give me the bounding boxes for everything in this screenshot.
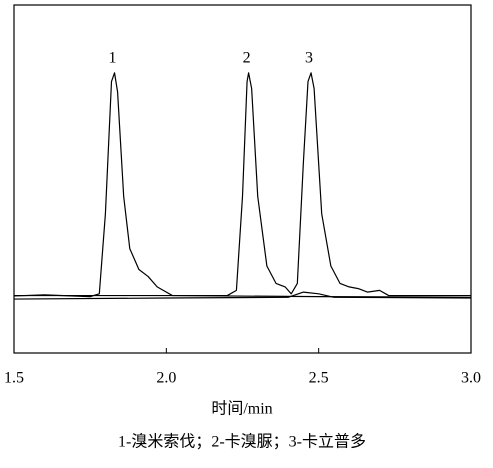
- x-tick-label: 2.0: [156, 370, 176, 387]
- trace: [13, 291, 472, 300]
- x-tick-label: 3.0: [461, 370, 481, 387]
- x-tick-label: 2.5: [309, 370, 329, 387]
- caption: 1-溴米索伐；2-卡溴脲；3-卡立普多: [118, 433, 366, 451]
- peak-label: 3: [305, 50, 313, 67]
- peak-label: 1: [109, 50, 117, 67]
- peak-label: 2: [243, 50, 251, 67]
- trace: [14, 72, 471, 297]
- trace: [13, 72, 472, 298]
- x-axis-label: 时间/min: [211, 400, 272, 418]
- x-tick-label: 1.5: [4, 370, 24, 387]
- plot-frame: [13, 4, 472, 354]
